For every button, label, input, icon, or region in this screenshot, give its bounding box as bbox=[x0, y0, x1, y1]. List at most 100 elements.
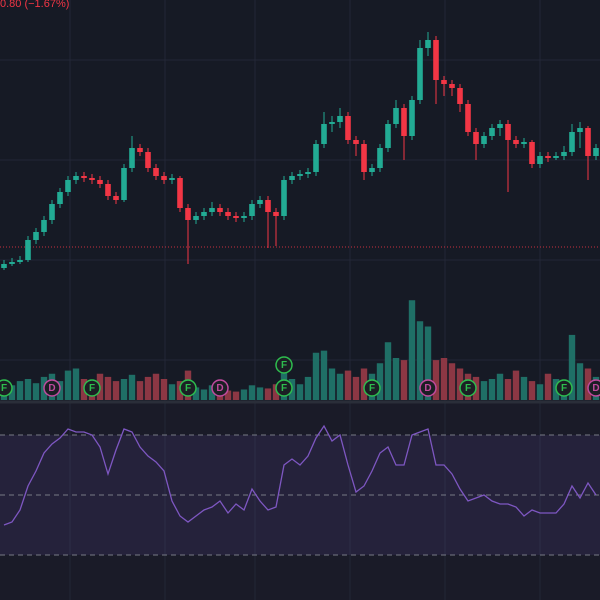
event-label: F bbox=[185, 383, 191, 394]
candle-body bbox=[369, 168, 375, 172]
volume-bar bbox=[144, 376, 152, 400]
candle-body bbox=[113, 196, 119, 200]
event-badge bbox=[43, 379, 61, 397]
volume-bar bbox=[336, 373, 344, 400]
volume-bar bbox=[488, 379, 496, 400]
volume-bar bbox=[328, 368, 336, 400]
candle-body bbox=[513, 140, 519, 144]
candle-body bbox=[185, 208, 191, 220]
volume-bar bbox=[480, 381, 488, 400]
candle-body bbox=[449, 84, 455, 88]
candle-body bbox=[313, 144, 319, 172]
candle-body bbox=[585, 128, 591, 156]
candle-body bbox=[169, 178, 175, 180]
candle-body bbox=[201, 212, 207, 216]
event-badge bbox=[555, 379, 573, 397]
candle-body bbox=[297, 174, 303, 176]
volume-bar bbox=[296, 384, 304, 400]
volume-bar bbox=[448, 363, 456, 400]
candle-body bbox=[337, 116, 343, 122]
candle-body bbox=[129, 148, 135, 168]
volume-bar bbox=[360, 368, 368, 400]
volume-bar bbox=[264, 388, 272, 400]
candle-body bbox=[569, 132, 575, 152]
candle-body bbox=[225, 212, 231, 216]
event-label: F bbox=[561, 383, 567, 394]
volume-bar bbox=[440, 358, 448, 400]
volume-bar bbox=[224, 390, 232, 400]
candle-body bbox=[41, 220, 47, 232]
volume-bar bbox=[392, 358, 400, 400]
volume-bar bbox=[384, 342, 392, 400]
candle-body bbox=[497, 124, 503, 128]
candle-body bbox=[49, 204, 55, 220]
candle-body bbox=[393, 108, 399, 124]
volume-bar bbox=[200, 389, 208, 400]
volume-bar bbox=[232, 391, 240, 400]
candle-body bbox=[241, 216, 247, 218]
candle-body bbox=[377, 148, 383, 168]
event-badge bbox=[363, 379, 381, 397]
event-badge bbox=[211, 379, 229, 397]
candle-body bbox=[1, 264, 7, 268]
candle-body bbox=[9, 262, 15, 264]
volume-bar bbox=[416, 321, 424, 400]
candle-body bbox=[561, 152, 567, 156]
volume-bar bbox=[240, 389, 248, 400]
candle-body bbox=[489, 128, 495, 136]
candle-body bbox=[209, 208, 215, 212]
candle-body bbox=[345, 116, 351, 140]
volume-bar bbox=[8, 385, 16, 400]
candle-body bbox=[361, 144, 367, 172]
event-label: D bbox=[592, 383, 599, 394]
candle-body bbox=[233, 216, 239, 218]
candle-body bbox=[385, 124, 391, 148]
candle-body bbox=[545, 156, 551, 158]
candle-body bbox=[33, 232, 39, 240]
main-pane bbox=[0, 0, 600, 402]
volume-bar bbox=[112, 381, 120, 400]
candle-body bbox=[305, 172, 311, 174]
candle-body bbox=[457, 88, 463, 104]
candle-body bbox=[257, 200, 263, 204]
event-badge bbox=[275, 356, 293, 374]
volume-bar bbox=[408, 300, 416, 400]
candle-body bbox=[329, 122, 335, 124]
volume-bar bbox=[120, 379, 128, 400]
volume-bar bbox=[32, 383, 40, 400]
volume-bar bbox=[160, 379, 168, 400]
volume-bar bbox=[136, 381, 144, 400]
candle-body bbox=[321, 124, 327, 144]
volume-bar bbox=[72, 368, 80, 400]
candle-body bbox=[353, 140, 359, 144]
event-badge bbox=[419, 379, 437, 397]
event-badge bbox=[83, 379, 101, 397]
candle-body bbox=[473, 132, 479, 144]
volume-bar bbox=[432, 360, 440, 400]
volume-bar bbox=[576, 363, 584, 400]
volume-bar bbox=[64, 370, 72, 400]
candle-body bbox=[553, 156, 559, 158]
header-change: 0.80 (−1.67%) bbox=[0, 0, 69, 10]
volume-bar bbox=[128, 374, 136, 400]
event-label: F bbox=[369, 383, 375, 394]
volume-bar bbox=[168, 384, 176, 400]
candle-body bbox=[481, 136, 487, 144]
event-badge bbox=[275, 379, 293, 397]
volume-bar bbox=[568, 334, 576, 400]
event-label: D bbox=[424, 383, 431, 394]
volume-bar bbox=[248, 385, 256, 400]
volume-bar bbox=[512, 370, 520, 400]
candle-body bbox=[217, 208, 223, 212]
volume-bar bbox=[424, 326, 432, 400]
candle-body bbox=[505, 124, 511, 140]
volume-bar bbox=[528, 381, 536, 400]
candle-body bbox=[57, 192, 63, 204]
candle-body bbox=[401, 108, 407, 136]
candle-body bbox=[265, 200, 271, 212]
candle-body bbox=[281, 180, 287, 216]
volume-bar bbox=[496, 373, 504, 400]
volume-bar bbox=[400, 360, 408, 400]
event-label: D bbox=[48, 383, 55, 394]
volume-bar bbox=[504, 379, 512, 400]
